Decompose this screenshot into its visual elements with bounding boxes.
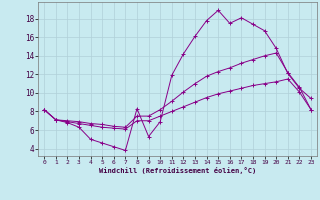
X-axis label: Windchill (Refroidissement éolien,°C): Windchill (Refroidissement éolien,°C): [99, 167, 256, 174]
